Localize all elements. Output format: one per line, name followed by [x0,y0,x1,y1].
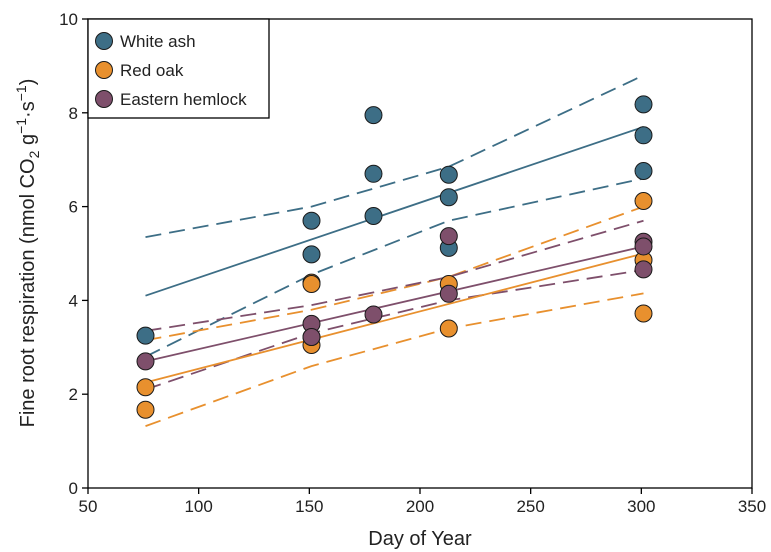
white-ash-point [364,207,383,225]
eastern-hemlock-point [634,237,653,256]
y-axis-title: Fine root respiration (nmol CO2 g−1·s−1) [13,79,42,428]
red-oak-ci-upper-line [145,205,644,342]
white-ash-fit-line [145,126,644,297]
eastern-hemlock-point [136,352,155,371]
y-axis-title-part-4: ) [17,79,39,86]
y-axis-title-superscript-2: −1 [13,85,29,101]
x-tick-label: 300 [627,497,655,516]
red-oak-fit-line [145,252,644,384]
red-oak-point [634,192,653,210]
red-oak-ci-lower-line [145,292,644,427]
x-tick-label: 200 [406,497,434,516]
eastern-hemlock-point [302,328,321,346]
y-tick-label: 4 [69,291,78,310]
y-axis-title-part-1: Fine root respiration (nmol CO [17,158,39,427]
data-points [136,95,653,419]
white-ash-point [364,106,383,125]
y-axis-title-part-3: ·s [17,101,39,118]
eastern-hemlock-point [364,305,383,324]
axis-ticks: 50 100 150 200 250 300 350 0 2 4 6 8 10 [59,10,766,516]
white-ash-point [634,95,653,114]
white-ash-point [364,164,383,183]
white-ash-point [634,126,653,145]
red-oak-point [302,275,321,293]
legend-label-red-oak: Red oak [120,61,184,80]
legend-marker-red-oak [95,61,113,79]
x-tick-label: 250 [516,497,544,516]
legend-marker-eastern-hemlock [95,90,113,108]
white-ash-point [439,188,458,207]
white-ash-ci-upper-line [145,74,644,238]
eastern-hemlock-point [439,227,458,246]
x-tick-label: 350 [738,497,766,516]
y-tick-label: 0 [69,479,78,498]
legend-marker-white-ash [95,32,113,50]
x-tick-label: 150 [295,497,323,516]
y-tick-label: 8 [69,104,78,123]
eastern-hemlock-ci-upper-line [145,219,644,332]
y-axis-title-superscript-1: −1 [13,118,29,134]
confidence-interval-lines [145,74,644,427]
eastern-hemlock-point [439,284,458,303]
y-tick-label: 6 [69,198,78,217]
legend-label-white-ash: White ash [120,32,196,51]
legend-box [87,18,270,119]
x-tick-label: 50 [79,497,98,516]
x-axis-title: Day of Year [368,528,472,550]
white-ash-point [634,162,653,180]
red-oak-point [439,319,458,338]
red-oak-point [136,378,155,397]
x-tick-label: 100 [184,497,212,516]
y-tick-label: 2 [69,385,78,404]
white-ash-ci-lower-line [145,177,644,358]
white-ash-point [302,245,321,264]
legend: White ash Red oak Eastern hemlock [87,18,270,119]
eastern-hemlock-fit-line [145,245,644,363]
y-tick-label: 10 [59,10,78,29]
white-ash-point [439,165,458,184]
white-ash-point [302,211,321,230]
white-ash-point [136,326,155,345]
legend-label-eastern-hemlock: Eastern hemlock [120,90,247,109]
red-oak-point [136,400,155,419]
y-axis-title-subscript: 2 [26,150,42,158]
red-oak-point [634,304,653,323]
regression-fit-lines [145,126,644,384]
eastern-hemlock-point [634,260,653,279]
y-axis-title-part-2: g [17,134,39,151]
